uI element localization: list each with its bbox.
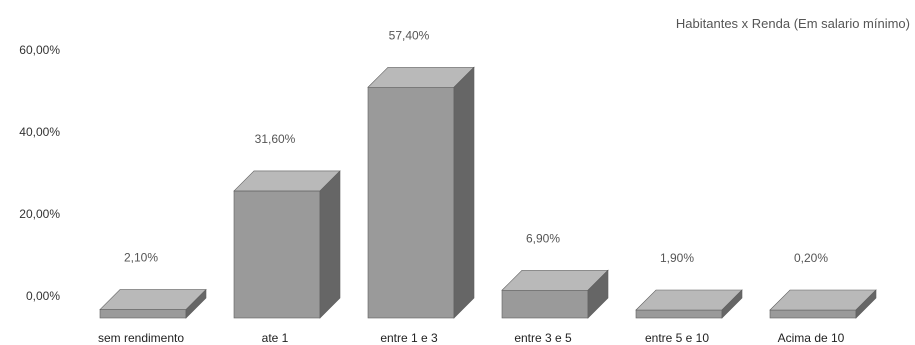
y-axis-labels: 0,00% 20,00% 40,00% 60,00%: [19, 43, 60, 303]
bar-front: [233, 190, 321, 319]
data-label: 57,40%: [389, 28, 430, 42]
bar-side: [721, 289, 743, 319]
bar: [501, 269, 609, 319]
bars: [99, 66, 877, 319]
data-label: 0,20%: [794, 251, 828, 265]
x-axis-labels: sem rendimento ate 1 entre 1 e 3 entre 3 e …: [98, 331, 845, 345]
chart-title: Habitantes x Renda (Em salario mínimo): [676, 16, 910, 31]
bar-front: [99, 309, 187, 319]
bar-front: [635, 309, 723, 319]
category-label: sem rendimento: [98, 331, 184, 345]
bar-front: [769, 309, 857, 319]
bar-side: [587, 269, 609, 319]
bar-side: [185, 288, 207, 319]
category-label: Acima de 10: [778, 331, 845, 345]
bar-side: [453, 66, 475, 319]
bar-side: [855, 289, 877, 319]
category-label: entre 5 e 10: [645, 331, 709, 345]
bar-side: [319, 170, 341, 319]
data-labels: 2,10% 31,60% 57,40% 6,90% 1,90% 0,20%: [124, 28, 828, 265]
data-label: 6,90%: [526, 231, 560, 245]
category-label: ate 1: [262, 331, 289, 345]
y-tick-label: 40,00%: [19, 125, 60, 139]
y-tick-label: 20,00%: [19, 207, 60, 221]
bar: [635, 289, 743, 319]
bar: [233, 170, 341, 319]
y-tick-label: 60,00%: [19, 43, 60, 57]
y-tick-label: 0,00%: [26, 289, 60, 303]
category-label: entre 1 e 3: [380, 331, 438, 345]
data-label: 2,10%: [124, 251, 158, 265]
data-label: 31,60%: [255, 132, 296, 146]
bar: [769, 289, 877, 319]
data-label: 1,90%: [660, 251, 694, 265]
bar: [99, 288, 207, 319]
bar-front: [501, 289, 589, 319]
bar: [367, 66, 475, 319]
category-label: entre 3 e 5: [514, 331, 572, 345]
bar-front: [367, 86, 455, 319]
